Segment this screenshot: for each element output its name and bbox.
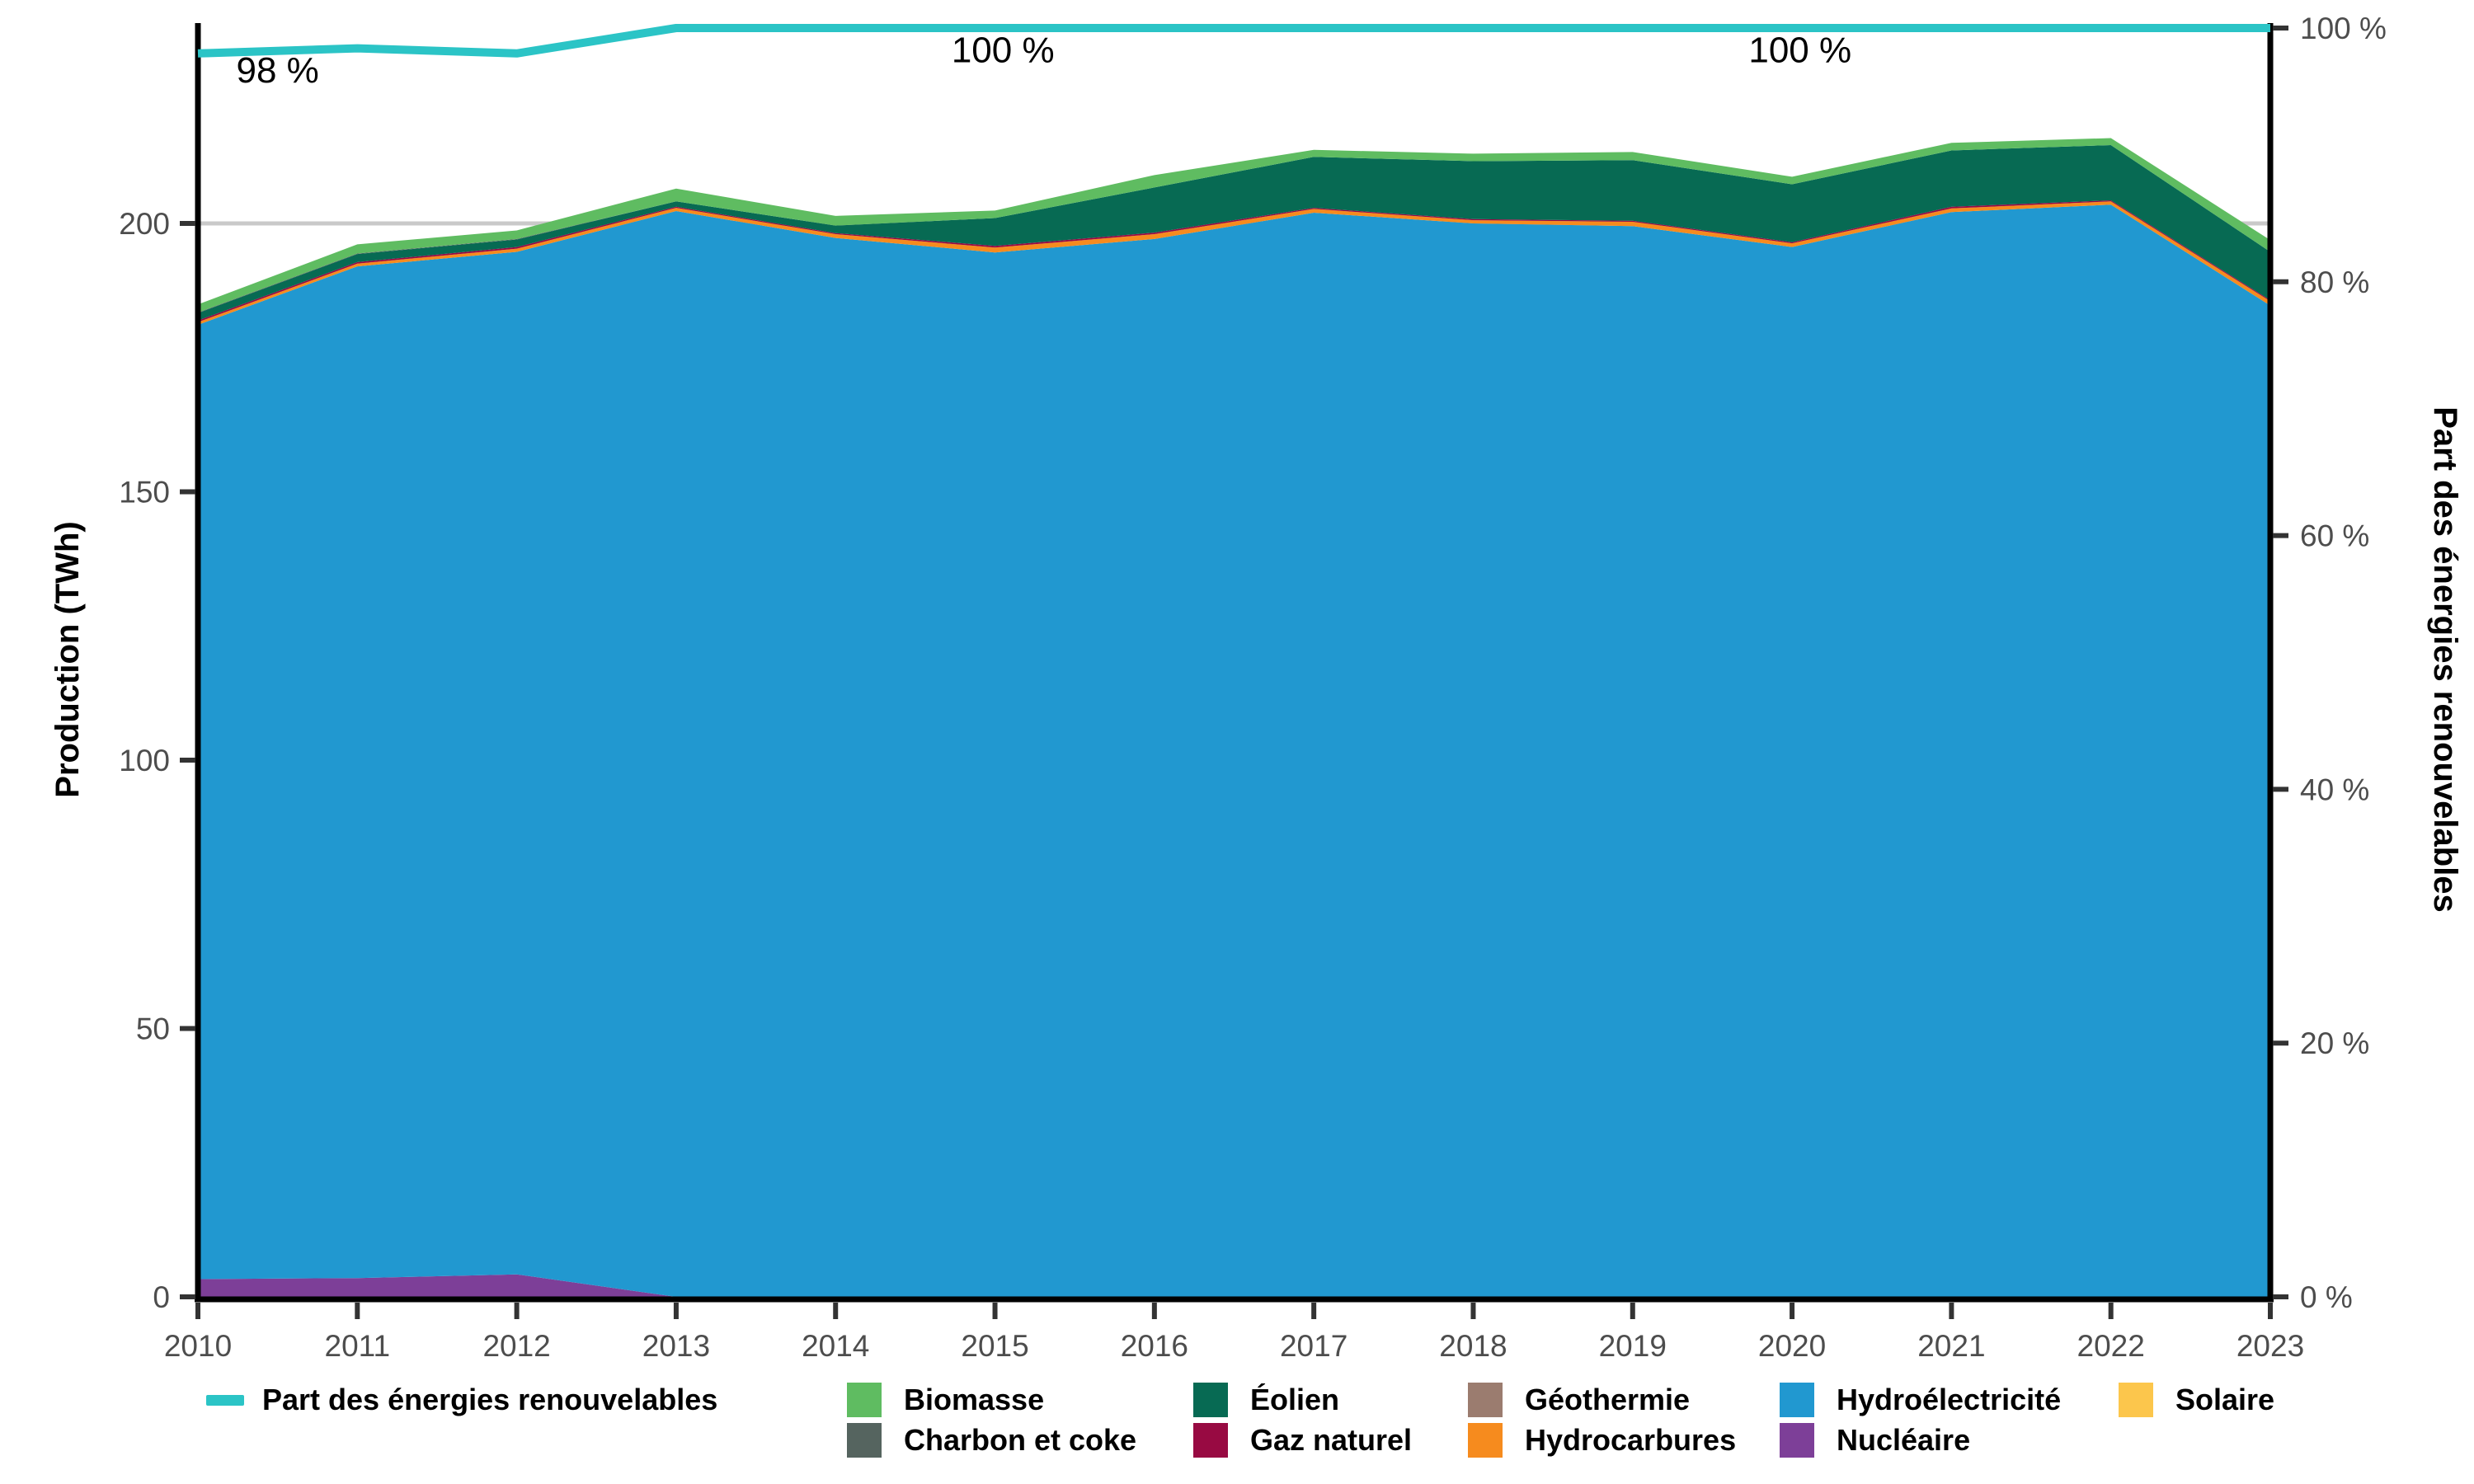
renewables-share-line [197, 24, 2270, 58]
area-nucl-aire [198, 1274, 2270, 1297]
annotation-label: 98 % [237, 50, 319, 91]
x-axis-tick-label: 2022 [2077, 1329, 2145, 1363]
right-axis-tick-label: 60 % [2300, 519, 2369, 553]
left-axis-tick-label: 200 [119, 207, 170, 241]
x-axis-tick-label: 2014 [802, 1329, 869, 1363]
left-axis-tick-label: 0 [153, 1280, 170, 1314]
left-axis-tick-label: 50 [136, 1012, 170, 1046]
x-axis-tick-label: 2018 [1439, 1329, 1507, 1363]
left-axis-tick-label: 100 [119, 744, 170, 777]
right-axis-title: Part des énergies renouvelables [2427, 406, 2463, 913]
x-axis-tick-label: 2019 [1599, 1329, 1667, 1363]
area-hydro-lectricit- [198, 204, 2270, 1298]
x-axis-tick-label: 2012 [482, 1329, 550, 1363]
right-axis-tick-label: 20 % [2300, 1026, 2369, 1060]
left-axis-title: Production (TWh) [49, 521, 86, 797]
annotation-label: 100 % [952, 31, 1055, 71]
annotation-label: 100 % [1748, 31, 1851, 71]
right-axis-tick-label: 80 % [2300, 265, 2369, 299]
x-axis-tick-label: 2020 [1758, 1329, 1826, 1363]
x-axis-tick-label: 2013 [642, 1329, 710, 1363]
x-axis-tick-label: 2023 [2236, 1329, 2304, 1363]
x-axis-tick-label: 2015 [961, 1329, 1028, 1363]
right-axis-tick-label: 0 % [2300, 1280, 2353, 1314]
x-axis-tick-label: 2011 [325, 1329, 391, 1363]
area--olien [198, 145, 2270, 321]
left-axis-tick-label: 150 [119, 476, 170, 510]
x-axis-tick-label: 2017 [1280, 1329, 1348, 1363]
x-axis-tick-label: 2016 [1121, 1329, 1188, 1363]
x-axis-tick-label: 2010 [164, 1329, 232, 1363]
right-axis-tick-label: 40 % [2300, 773, 2369, 806]
right-axis-tick-label: 100 % [2300, 12, 2387, 45]
x-axis-tick-label: 2021 [1917, 1329, 1985, 1363]
